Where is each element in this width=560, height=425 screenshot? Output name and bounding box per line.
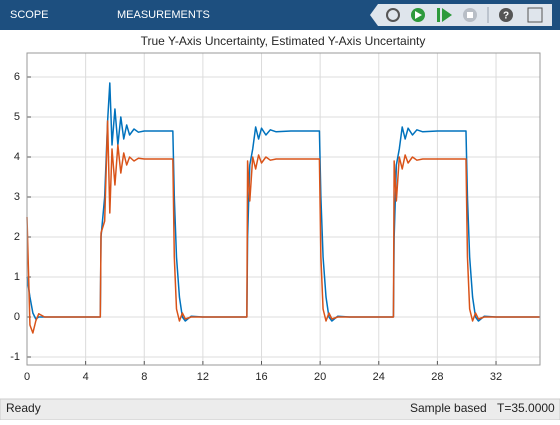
plot-frame — [26, 52, 541, 366]
chart-title: True Y-Axis Uncertainty, Estimated Y-Axi… — [141, 34, 426, 48]
y-tick-label: 1 — [14, 271, 20, 283]
status-mode: Sample based — [410, 401, 487, 415]
step-icon — [442, 8, 452, 22]
expand-button[interactable] — [527, 7, 543, 23]
y-tick-label: 6 — [14, 71, 20, 83]
settings-icon[interactable] — [386, 8, 400, 22]
x-tick-label: 4 — [83, 371, 89, 383]
y-tick-label: 0 — [14, 311, 20, 323]
x-tick-label: 12 — [197, 371, 209, 383]
x-tick-label: 32 — [490, 371, 502, 383]
x-tick-label: 28 — [431, 371, 443, 383]
x-tick-label: 8 — [141, 371, 147, 383]
run-icon — [415, 11, 422, 19]
status-state: Ready — [6, 401, 41, 415]
y-tick-label: -1 — [10, 351, 20, 363]
y-tick-label: 2 — [14, 231, 20, 243]
plot-area — [26, 52, 541, 366]
y-tick-label: 4 — [14, 151, 20, 163]
x-tick-label: 0 — [24, 371, 30, 383]
x-tick-label: 20 — [314, 371, 326, 383]
series-line — [26, 82, 540, 322]
help-icon: ? — [503, 11, 509, 22]
stop-icon — [467, 12, 473, 18]
toolbar-controls — [370, 4, 552, 26]
step-button[interactable] — [437, 8, 440, 22]
y-tick-label: 3 — [14, 191, 20, 203]
y-tick-label: 5 — [14, 111, 20, 123]
help-button[interactable] — [499, 8, 513, 22]
status-time: T=35.0000 — [497, 401, 555, 415]
x-tick-label: 16 — [255, 371, 267, 383]
tab-scope[interactable]: SCOPE — [10, 9, 49, 21]
series-line — [26, 120, 540, 334]
tab-measurements[interactable]: MEASUREMENTS — [117, 9, 210, 21]
x-tick-label: 24 — [373, 371, 385, 383]
